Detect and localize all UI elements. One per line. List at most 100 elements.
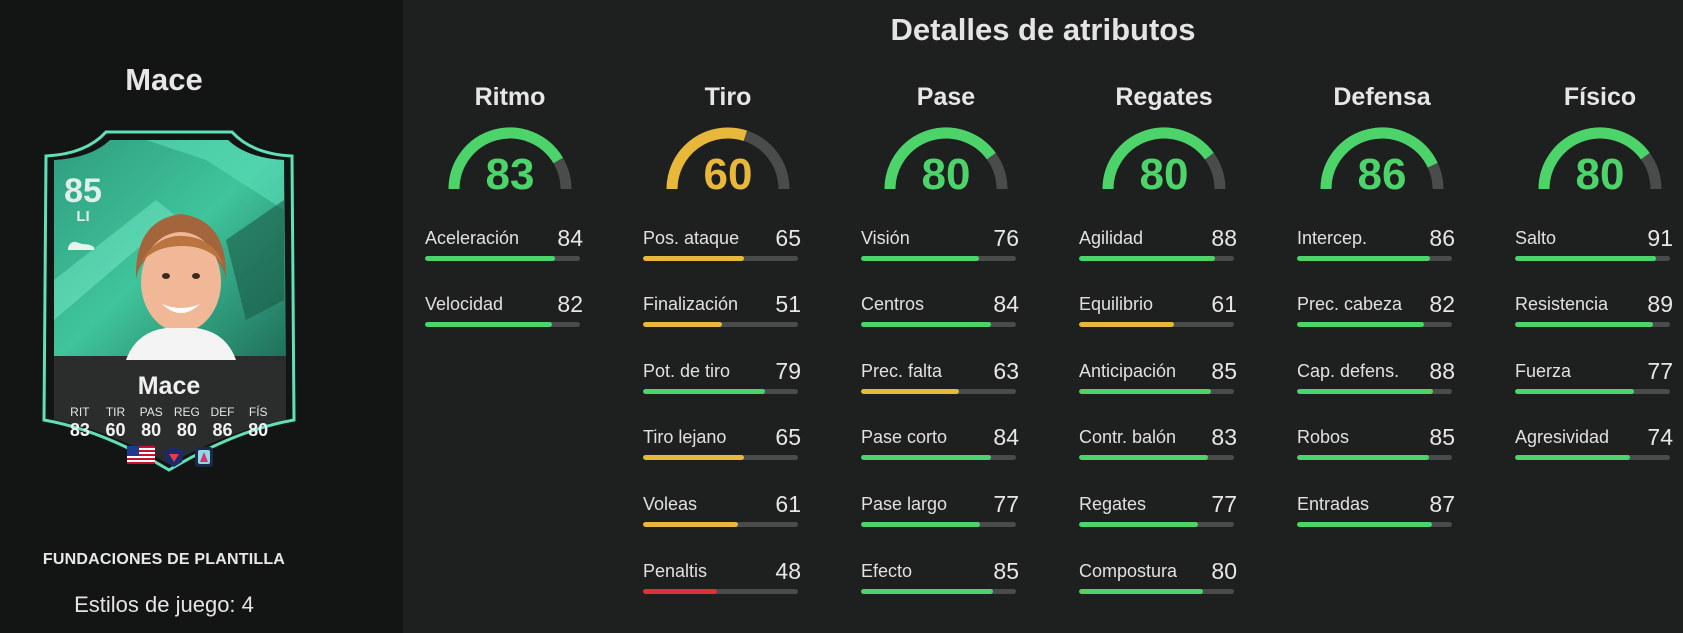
attribute-value: 82 [557,291,583,317]
attribute-bar [1079,455,1234,460]
attribute-name: Pase corto [861,427,948,447]
attribute-bar [643,256,798,261]
attribute-row: Robos 85 [1297,424,1467,467]
attribute-bar-fill [1297,256,1431,261]
attribute-value: 77 [1647,358,1673,384]
usa-flag-icon [127,446,155,464]
attribute-value: 84 [993,424,1019,450]
attribute-value: 79 [775,358,801,384]
attribute-row: Efecto 85 [861,558,1031,601]
attribute-row: Aceleración 84 [425,225,595,268]
attribute-bar [425,256,580,261]
attribute-bar-fill [1079,455,1208,460]
boot-icon [68,241,94,250]
attribute-value: 86 [1429,225,1455,251]
category-name: Ritmo [474,83,546,111]
attribute-value: 82 [1429,291,1455,317]
category-value: 80 [1139,150,1189,199]
gauge-fill [1538,127,1650,190]
card-stat-tir: TIR 60 [98,405,134,441]
category-value: 80 [1575,150,1625,199]
attribute-bar [861,522,1016,527]
attribute-value: 63 [993,358,1019,384]
category-value: 80 [921,150,971,199]
category-gauge [448,127,572,190]
attribute-name: Pase largo [861,494,948,514]
gauge-fill [1320,127,1438,190]
attribute-bar [1079,322,1234,327]
attribute-bar [643,589,798,594]
attribute-bar-fill [1515,256,1657,261]
attribute-bar-fill [1079,256,1216,261]
attribute-bar [1297,522,1452,527]
attribute-value: 76 [993,225,1019,251]
attribute-bar [1079,522,1234,527]
attribute-bar [861,256,1016,261]
attribute-name: Aceleración [425,228,520,248]
gauge-fill [884,127,996,190]
playstyles-label[interactable]: Estilos de juego: 4 [74,592,254,617]
attribute-name: Penaltis [643,561,708,581]
attribute-bar [1297,455,1452,460]
category-gauge [1538,127,1662,190]
attribute-row: Compostura 80 [1079,558,1249,601]
card-player-name: Mace [137,372,201,400]
attribute-name: Centros [861,294,925,314]
attribute-bar-fill [425,256,556,261]
category-name: Defensa [1333,83,1431,111]
attribute-bar-fill [861,256,979,261]
attribute-row: Finalización 51 [643,291,813,334]
attribute-row: Pase corto 84 [861,424,1031,467]
attribute-value: 88 [1429,358,1455,384]
player-panel: Mace 85 LI [0,0,403,633]
attribute-bar-fill [1079,522,1199,527]
attribute-value: 91 [1647,225,1673,251]
attribute-name: Pos. ataque [643,228,740,248]
card-stat-reg: REG 80 [169,405,205,441]
attribute-name: Entradas [1297,494,1370,514]
attribute-name: Tiro lejano [643,427,727,447]
attribute-row: Pos. ataque 65 [643,225,813,268]
attribute-row: Tiro lejano 65 [643,424,813,467]
player-name: Mace [125,62,203,97]
attribute-name: Efecto [861,561,913,581]
attribute-row: Regates 77 [1079,491,1249,534]
attribute-bar-fill [1297,522,1432,527]
card-stat-label: FÍS [248,405,268,419]
category-ritmo: Ritmo 83 Aceleración 84 Velocidad 82 [425,0,595,633]
attribute-value: 65 [775,424,801,450]
attribute-row: Anticipación 85 [1079,358,1249,401]
attribute-bar-fill [643,389,766,394]
category-value: 83 [485,150,535,199]
category-value: 86 [1357,150,1407,199]
attribute-bar-fill [1297,455,1429,460]
card-stat-label: REG [173,405,200,419]
attribute-value: 48 [775,558,801,584]
attribute-name: Prec. cabeza [1297,294,1403,314]
attribute-row: Velocidad 82 [425,291,595,334]
category-gauge [1102,127,1226,190]
attribute-bar-fill [643,455,744,460]
attribute-value: 77 [993,491,1019,517]
attribute-value: 85 [993,558,1019,584]
card-stat-label: PAS [139,405,163,419]
attribute-bar-fill [1515,389,1635,394]
card-stat-rit: RIT 83 [62,405,98,441]
attribute-value: 61 [1211,291,1237,317]
attribute-row: Agresividad 74 [1515,424,1683,467]
attribute-name: Velocidad [425,294,504,314]
attribute-bar [861,589,1016,594]
attribute-value: 88 [1211,225,1237,251]
attribute-value: 84 [557,225,583,251]
attribute-row: Resistencia 89 [1515,291,1683,334]
attribute-name: Intercep. [1297,228,1368,248]
attribute-name: Regates [1079,494,1147,514]
gauge-fill [448,127,563,190]
category-name: Regates [1115,83,1213,111]
category-fisico: Físico 80 Salto 91 Resistencia 89 Fuerza 77 Agre… [1515,0,1683,633]
attribute-row: Pot. de tiro 79 [643,358,813,401]
attribute-row: Salto 91 [1515,225,1683,268]
player-card[interactable]: 85 LI Mace RIT 83 TIR 60 PAS [36,120,302,490]
attribute-bar-fill [1079,589,1203,594]
attribute-value: 77 [1211,491,1237,517]
